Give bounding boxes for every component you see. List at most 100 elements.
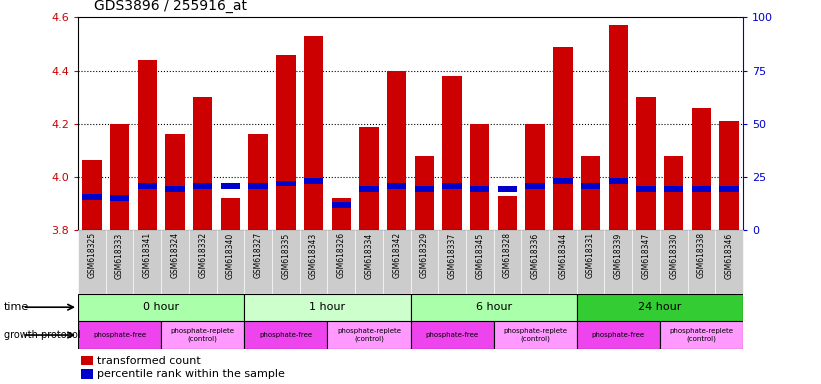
Bar <box>415 186 434 192</box>
Text: percentile rank within the sample: percentile rank within the sample <box>97 369 285 379</box>
Bar <box>581 183 600 189</box>
Text: phosphate-replete
(control): phosphate-replete (control) <box>669 328 733 342</box>
Bar <box>383 230 410 294</box>
Bar <box>387 71 406 230</box>
Bar <box>78 321 161 349</box>
Text: GSM618340: GSM618340 <box>226 232 235 278</box>
Bar <box>498 196 517 230</box>
Text: GSM618335: GSM618335 <box>282 232 291 278</box>
Text: GSM618344: GSM618344 <box>558 232 567 278</box>
Bar <box>581 156 600 230</box>
Bar <box>193 183 213 189</box>
Bar <box>161 321 245 349</box>
Bar <box>272 230 300 294</box>
Text: growth protocol: growth protocol <box>4 330 80 340</box>
Bar <box>161 230 189 294</box>
Bar <box>138 60 157 230</box>
Text: GSM618343: GSM618343 <box>309 232 318 278</box>
Bar <box>221 199 240 230</box>
Bar <box>328 230 355 294</box>
Bar <box>493 321 576 349</box>
Bar <box>443 76 461 230</box>
Bar <box>715 230 743 294</box>
Bar <box>110 124 129 230</box>
Bar <box>276 55 296 230</box>
Bar <box>688 230 715 294</box>
Text: GSM618341: GSM618341 <box>143 232 152 278</box>
Text: phosphate-free: phosphate-free <box>93 332 146 338</box>
Text: GSM618337: GSM618337 <box>447 232 456 278</box>
Text: GSM618332: GSM618332 <box>198 232 207 278</box>
Bar <box>608 178 628 184</box>
Bar <box>410 294 576 321</box>
Text: GSM618345: GSM618345 <box>475 232 484 278</box>
Text: phosphate-free: phosphate-free <box>425 332 479 338</box>
Text: 1 hour: 1 hour <box>310 302 346 312</box>
Bar <box>443 183 461 189</box>
Bar <box>217 230 245 294</box>
Text: GSM618324: GSM618324 <box>171 232 180 278</box>
Bar <box>133 230 161 294</box>
Bar <box>525 124 545 230</box>
Bar <box>360 126 378 230</box>
Bar <box>636 97 656 230</box>
Bar <box>221 183 240 189</box>
Bar <box>576 321 660 349</box>
Bar <box>78 294 245 321</box>
Bar <box>470 186 489 192</box>
Bar <box>576 230 604 294</box>
Text: GSM618331: GSM618331 <box>586 232 595 278</box>
Bar <box>692 108 711 230</box>
Bar <box>438 230 466 294</box>
Bar <box>106 230 133 294</box>
Bar <box>719 121 739 230</box>
Bar <box>410 230 438 294</box>
Bar <box>78 230 106 294</box>
Bar <box>165 186 185 192</box>
Bar <box>660 321 743 349</box>
Bar <box>604 230 632 294</box>
Bar <box>466 230 493 294</box>
Text: phosphate-free: phosphate-free <box>592 332 644 338</box>
Bar <box>245 321 328 349</box>
Bar <box>664 186 683 192</box>
Text: GSM618329: GSM618329 <box>420 232 429 278</box>
Text: GSM618328: GSM618328 <box>503 232 512 278</box>
Text: phosphate-free: phosphate-free <box>259 332 312 338</box>
Bar <box>415 156 434 230</box>
Bar <box>165 134 185 230</box>
Bar <box>332 202 351 208</box>
Bar <box>719 186 739 192</box>
Bar <box>664 156 683 230</box>
Bar <box>360 186 378 192</box>
Text: GDS3896 / 255916_at: GDS3896 / 255916_at <box>94 0 247 13</box>
Text: phosphate-replete
(control): phosphate-replete (control) <box>503 328 567 342</box>
Bar <box>245 294 410 321</box>
Bar <box>81 369 94 379</box>
Bar <box>387 183 406 189</box>
Bar <box>692 186 711 192</box>
Bar <box>521 230 549 294</box>
Bar <box>249 134 268 230</box>
Bar <box>632 230 660 294</box>
Bar <box>636 186 656 192</box>
Text: 6 hour: 6 hour <box>475 302 511 312</box>
Bar <box>553 178 572 184</box>
Bar <box>193 97 213 230</box>
Text: GSM618336: GSM618336 <box>530 232 539 278</box>
Text: GSM618347: GSM618347 <box>641 232 650 278</box>
Text: GSM618346: GSM618346 <box>725 232 734 278</box>
Text: GSM618342: GSM618342 <box>392 232 401 278</box>
Text: transformed count: transformed count <box>97 356 200 366</box>
Bar <box>245 230 272 294</box>
Bar <box>304 36 323 230</box>
Bar <box>189 230 217 294</box>
Text: 0 hour: 0 hour <box>143 302 179 312</box>
Bar <box>82 194 102 200</box>
Bar <box>276 180 296 187</box>
Bar <box>304 178 323 184</box>
Bar <box>138 183 157 189</box>
Bar <box>608 25 628 230</box>
Text: GSM618339: GSM618339 <box>614 232 623 278</box>
Bar <box>549 230 576 294</box>
